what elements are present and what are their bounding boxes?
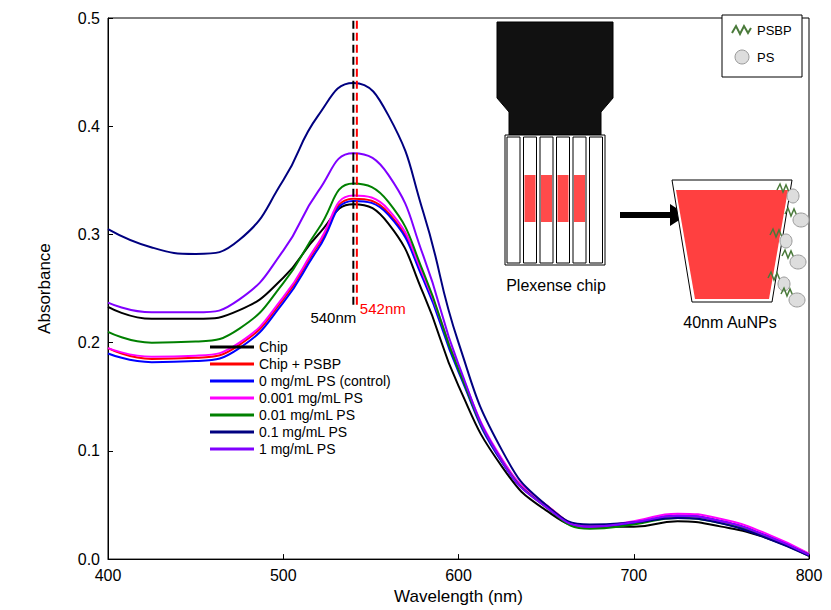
svg-text:Chip: Chip bbox=[259, 339, 288, 355]
svg-text:0.3: 0.3 bbox=[78, 226, 100, 243]
svg-text:Plexense chip: Plexense chip bbox=[506, 277, 606, 294]
svg-text:0.5: 0.5 bbox=[78, 10, 100, 27]
svg-text:40nm AuNPs: 40nm AuNPs bbox=[683, 314, 776, 331]
svg-text:700: 700 bbox=[620, 567, 647, 584]
svg-text:540nm: 540nm bbox=[310, 309, 356, 326]
svg-text:0.1 mg/mL PS: 0.1 mg/mL PS bbox=[259, 424, 347, 440]
svg-text:0.001 mg/mL PS: 0.001 mg/mL PS bbox=[259, 390, 363, 406]
svg-text:500: 500 bbox=[270, 567, 297, 584]
svg-text:1 mg/mL PS: 1 mg/mL PS bbox=[259, 441, 336, 457]
svg-text:Wavelength (nm): Wavelength (nm) bbox=[394, 587, 523, 606]
svg-text:542nm: 542nm bbox=[360, 300, 406, 317]
svg-text:400: 400 bbox=[95, 567, 122, 584]
svg-text:0.01 mg/mL PS: 0.01 mg/mL PS bbox=[259, 407, 355, 423]
svg-text:0.0: 0.0 bbox=[78, 551, 100, 568]
svg-text:Chip + PSBP: Chip + PSBP bbox=[259, 356, 341, 372]
svg-text:800: 800 bbox=[796, 567, 823, 584]
svg-text:Absorbance: Absorbance bbox=[35, 243, 54, 334]
svg-text:600: 600 bbox=[445, 567, 472, 584]
svg-text:PS: PS bbox=[757, 50, 775, 65]
svg-text:PSBP: PSBP bbox=[757, 23, 792, 38]
svg-text:0.1: 0.1 bbox=[78, 442, 100, 459]
svg-text:0.2: 0.2 bbox=[78, 334, 100, 351]
svg-text:0.4: 0.4 bbox=[78, 118, 100, 135]
svg-text:0 mg/mL PS (control): 0 mg/mL PS (control) bbox=[259, 373, 391, 389]
